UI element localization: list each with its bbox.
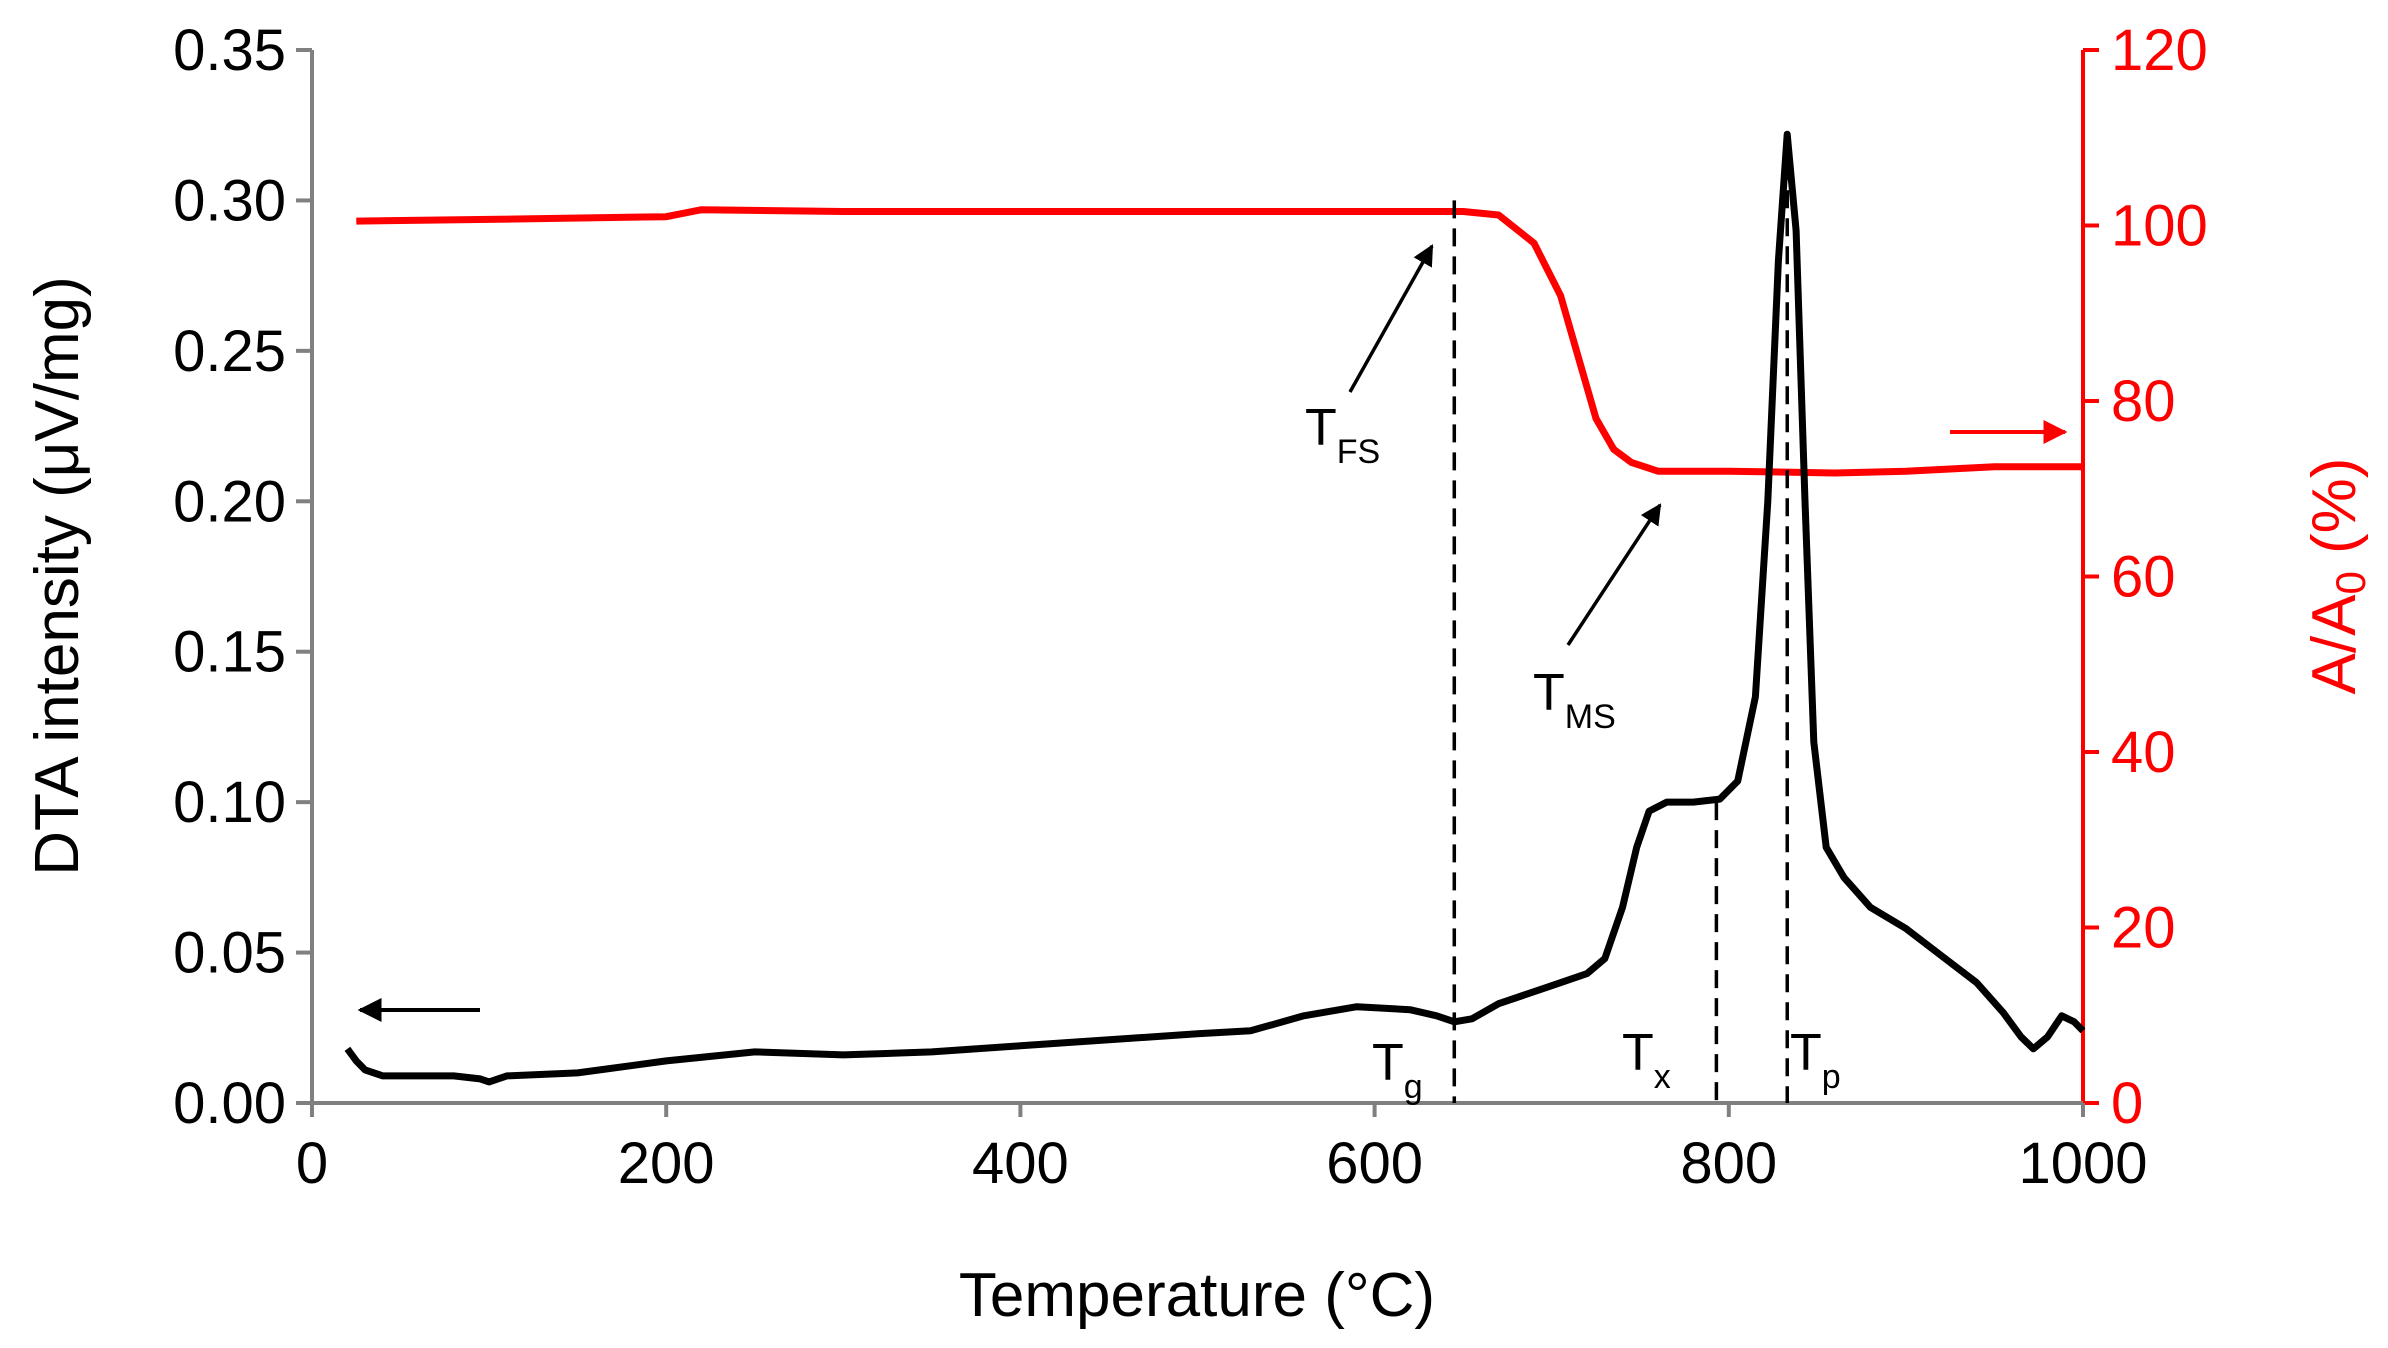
x-tick-label: 600 xyxy=(1326,1131,1423,1196)
right-y-tick-label: 100 xyxy=(2111,194,2208,259)
left-y-tick-label: 0.15 xyxy=(173,620,286,685)
left-y-tick-label: 0.05 xyxy=(173,921,286,986)
left-y-tick-label: 0.10 xyxy=(173,770,286,835)
dta-series-line xyxy=(344,130,2086,1086)
tx-label-main: T xyxy=(1622,1024,1654,1082)
x-tick-label: 0 xyxy=(296,1131,328,1196)
right-y-tick-label: 40 xyxy=(2111,720,2176,785)
left-y-axis-title: DTA intensity (μV/mg) xyxy=(23,276,92,876)
right-y-axis-title-tail: (%) xyxy=(2300,458,2369,572)
x-tick-label: 1000 xyxy=(2018,1131,2147,1196)
right-y-tick-label: 60 xyxy=(2111,545,2176,610)
tg-label-main: T xyxy=(1372,1034,1404,1092)
right-y-axis: 0 20 40 60 80 100 120 xyxy=(2081,18,2208,1136)
x-tick-label: 200 xyxy=(618,1131,715,1196)
tms-label-sub: MS xyxy=(1565,698,1616,736)
tg-label-sub: g xyxy=(1404,1068,1423,1106)
tfs-label: TFS xyxy=(1305,399,1380,471)
right-y-axis-title-sub: 0 xyxy=(2327,571,2374,594)
tp-label-sub: p xyxy=(1822,1058,1841,1096)
tms-label-main: T xyxy=(1533,664,1565,722)
tg-label: Tg xyxy=(1372,1034,1423,1106)
right-y-tick-label: 0 xyxy=(2111,1071,2143,1136)
left-y-tick-label: 0.30 xyxy=(173,168,286,233)
tp-label: Tp xyxy=(1790,1024,1841,1096)
tms-label: TMS xyxy=(1533,664,1616,736)
x-axis: 0 200 400 600 800 1000 xyxy=(296,1101,2148,1196)
x-tick-label: 800 xyxy=(1680,1131,1777,1196)
right-y-tick-label: 120 xyxy=(2111,18,2208,83)
tms-arrow xyxy=(1566,503,1662,646)
tp-label-main: T xyxy=(1790,1024,1822,1082)
right-y-tick-label: 20 xyxy=(2111,896,2176,961)
tfs-label-main: T xyxy=(1305,399,1337,457)
area-ratio-series-line xyxy=(356,206,2083,477)
x-axis-title: Temperature (°C) xyxy=(959,1261,1435,1330)
tx-label-sub: x xyxy=(1654,1058,1671,1096)
tfs-label-sub: FS xyxy=(1337,433,1380,471)
left-y-tick-label: 0.25 xyxy=(173,319,286,384)
right-y-tick-label: 80 xyxy=(2111,369,2176,434)
right-y-axis-title: A/A0 (%) xyxy=(2300,458,2374,695)
tx-label: Tx xyxy=(1622,1024,1671,1096)
right-y-axis-title-main: A/A xyxy=(2300,594,2369,695)
left-y-axis: 0.00 0.05 0.10 0.15 0.20 0.25 0.30 0.35 xyxy=(173,18,314,1136)
left-y-tick-label: 0.00 xyxy=(173,1071,286,1136)
tfs-arrow xyxy=(1348,244,1434,393)
left-y-tick-label: 0.35 xyxy=(173,18,286,83)
x-tick-label: 400 xyxy=(972,1131,1069,1196)
left-y-tick-label: 0.20 xyxy=(173,469,286,534)
